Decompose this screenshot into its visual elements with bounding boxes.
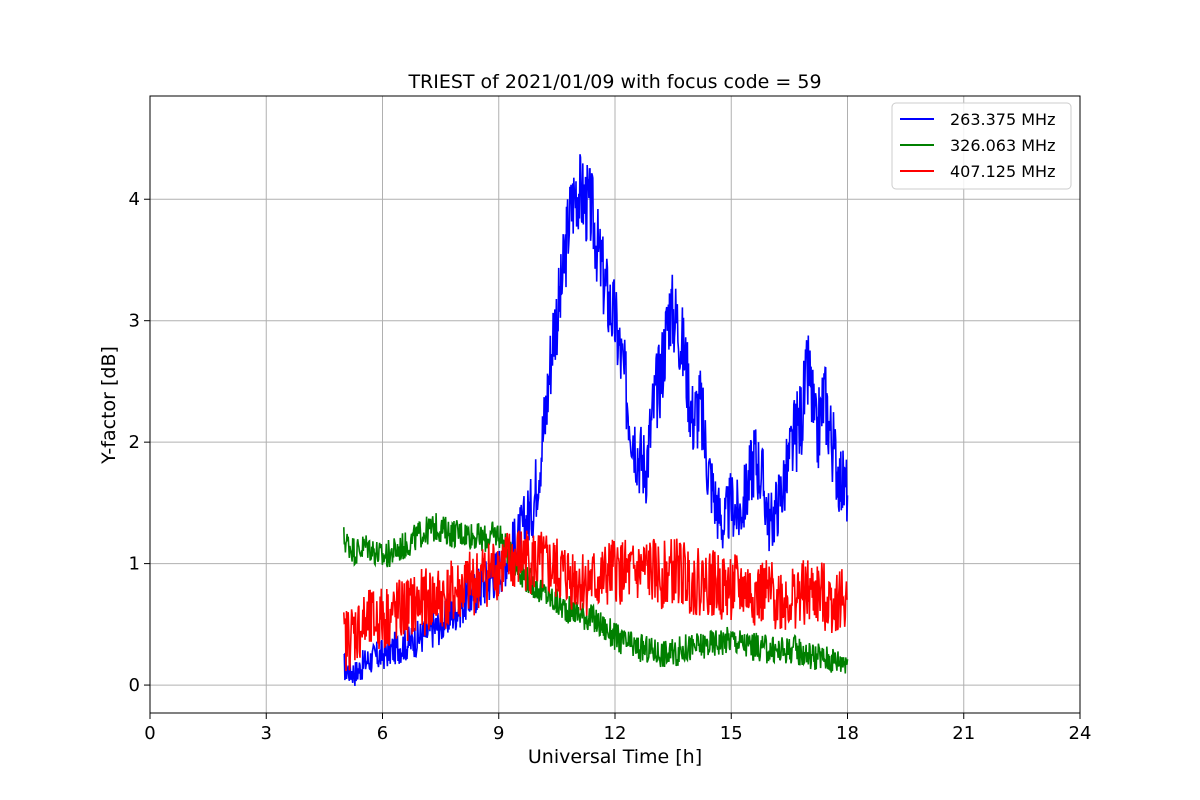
legend-label: 263.375 MHz — [950, 110, 1055, 129]
x-tick-label: 12 — [604, 723, 627, 744]
y-tick-label: 3 — [129, 311, 140, 332]
x-axis-label: Universal Time [h] — [528, 746, 702, 768]
y-axis-label: Y-factor [dB] — [98, 346, 120, 465]
x-tick-label: 0 — [144, 723, 155, 744]
y-tick-label: 0 — [129, 675, 140, 696]
plot-area — [343, 154, 849, 687]
legend-label: 326.063 MHz — [950, 136, 1055, 155]
x-tick-label: 3 — [261, 723, 272, 744]
legend: 263.375 MHz 326.063 MHz 407.125 MHz — [891, 102, 1072, 190]
series-line-2 — [343, 513, 849, 674]
chart-title: TRIEST of 2021/01/09 with focus code = 5… — [407, 71, 821, 93]
x-tick-label: 15 — [720, 723, 743, 744]
x-tick-label: 9 — [493, 723, 504, 744]
series-line-1 — [343, 154, 849, 687]
x-axis: 0 3 6 9 12 15 18 21 24 — [144, 713, 1091, 744]
y-tick-label: 2 — [129, 432, 140, 453]
legend-label: 407.125 MHz — [950, 162, 1055, 181]
series-line-3 — [343, 530, 849, 672]
x-tick-label: 24 — [1069, 723, 1092, 744]
y-tick-label: 1 — [129, 554, 140, 575]
y-axis: 0 1 2 3 4 — [129, 189, 150, 696]
legend-box — [891, 102, 1072, 190]
x-tick-label: 21 — [952, 723, 975, 744]
x-tick-label: 18 — [836, 723, 859, 744]
x-tick-label: 6 — [377, 723, 388, 744]
y-tick-label: 4 — [129, 189, 140, 210]
